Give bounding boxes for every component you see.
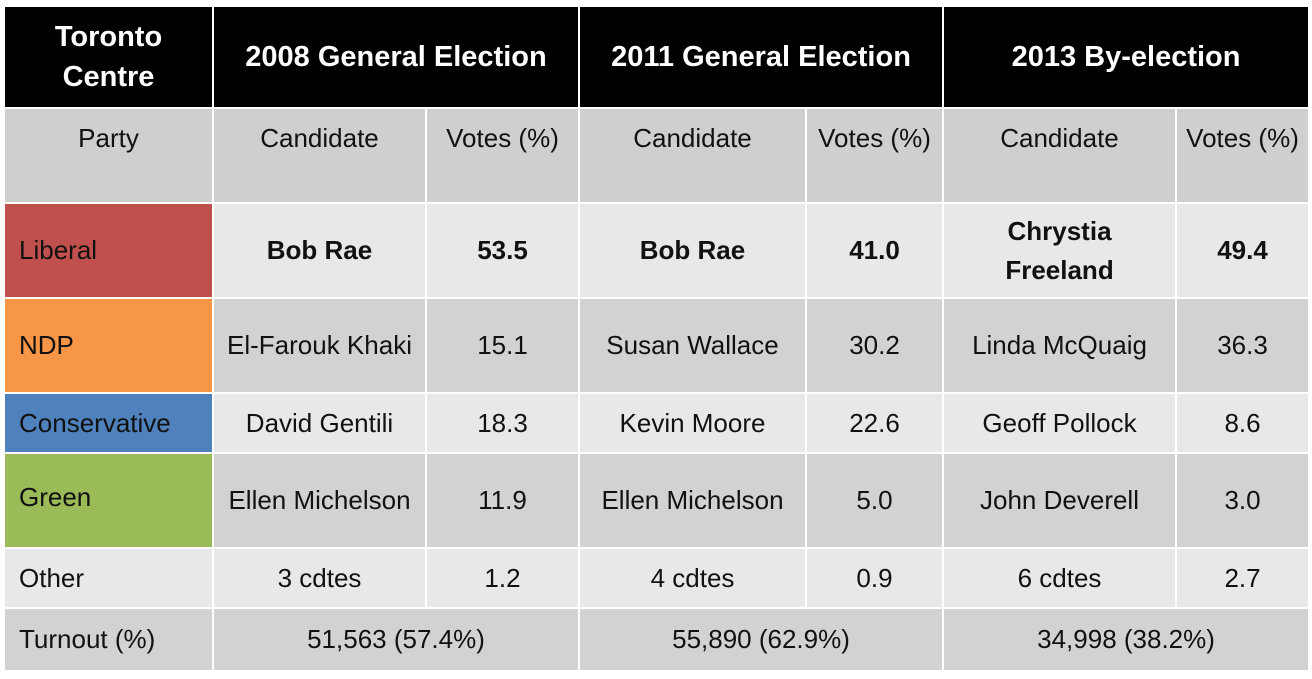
votes-2013-header: Votes (%)	[1175, 107, 1311, 204]
votes-2008-green: 11.9	[425, 452, 580, 549]
candidate-2008-ndp: El-Farouk Khaki	[212, 297, 427, 394]
candidate-2013-header: Candidate	[942, 107, 1178, 204]
party-cell-conservative: Conservative	[3, 392, 214, 454]
votes-2011-conservative: 22.6	[804, 392, 945, 454]
votes-2008-conservative: 18.3	[425, 392, 580, 454]
table-row-green: Green Ellen Michelson 11.9 Ellen Michels…	[3, 452, 1311, 549]
turnout-2008: 51,563 (57.4%)	[212, 607, 580, 672]
table-row-conservative: Conservative David Gentili 18.3 Kevin Mo…	[3, 392, 1311, 454]
table-row-liberal: Liberal Bob Rae 53.5 Bob Rae 41.0 Chryst…	[3, 202, 1311, 299]
riding-header: Toronto Centre	[3, 5, 214, 109]
turnout-2011: 55,890 (62.9%)	[577, 607, 945, 672]
party-cell-ndp: NDP	[3, 297, 214, 394]
party-cell-other: Other	[3, 547, 214, 609]
votes-2008-liberal: 53.5	[425, 202, 580, 299]
votes-2013-other: 2.7	[1175, 547, 1311, 609]
votes-2008-ndp: 15.1	[425, 297, 580, 394]
candidate-2011-header: Candidate	[578, 107, 807, 204]
votes-2008-header: Votes (%)	[425, 107, 580, 204]
votes-2013-green: 3.0	[1175, 452, 1311, 549]
candidate-2013-liberal: Chrystia Freeland	[942, 202, 1178, 299]
candidate-2008-liberal: Bob Rae	[212, 202, 427, 299]
candidate-2008-conservative: David Gentili	[212, 392, 427, 454]
election-2008-header: 2008 General Election	[212, 5, 580, 109]
votes-2011-liberal: 41.0	[804, 202, 945, 299]
votes-2013-ndp: 36.3	[1175, 297, 1311, 394]
votes-2011-green: 5.0	[804, 452, 945, 549]
candidate-2011-liberal: Bob Rae	[578, 202, 807, 299]
votes-2011-other: 0.9	[804, 547, 945, 609]
candidate-2008-header: Candidate	[212, 107, 427, 204]
table-row-other: Other 3 cdtes 1.2 4 cdtes 0.9 6 cdtes 2.…	[3, 547, 1311, 609]
party-column-header: Party	[3, 107, 214, 204]
table-row-turnout: Turnout (%) 51,563 (57.4%) 55,890 (62.9%…	[3, 607, 1311, 672]
candidate-2008-green: Ellen Michelson	[212, 452, 427, 549]
candidate-2013-other: 6 cdtes	[942, 547, 1178, 609]
votes-2013-conservative: 8.6	[1175, 392, 1311, 454]
election-results-table: Toronto Centre 2008 General Election 201…	[3, 5, 1311, 672]
votes-2011-header: Votes (%)	[804, 107, 945, 204]
party-cell-green: Green	[3, 452, 214, 549]
candidate-2013-conservative: Geoff Pollock	[942, 392, 1178, 454]
candidate-2011-ndp: Susan Wallace	[578, 297, 807, 394]
candidate-2011-conservative: Kevin Moore	[578, 392, 807, 454]
election-2011-header: 2011 General Election	[577, 5, 945, 109]
column-header-row: Party Candidate Votes (%) Candidate Vote…	[3, 107, 1311, 204]
party-cell-liberal: Liberal	[3, 202, 214, 299]
candidate-2011-other: 4 cdtes	[578, 547, 807, 609]
candidate-2013-green: John Deverell	[942, 452, 1178, 549]
table-row-ndp: NDP El-Farouk Khaki 15.1 Susan Wallace 3…	[3, 297, 1311, 394]
election-header-row: Toronto Centre 2008 General Election 201…	[3, 5, 1311, 109]
candidate-2013-ndp: Linda McQuaig	[942, 297, 1178, 394]
election-2013-header: 2013 By-election	[942, 5, 1311, 109]
turnout-2013: 34,998 (38.2%)	[942, 607, 1311, 672]
candidate-2011-green: Ellen Michelson	[578, 452, 807, 549]
votes-2013-liberal: 49.4	[1175, 202, 1311, 299]
turnout-label: Turnout (%)	[3, 607, 214, 672]
votes-2008-other: 1.2	[425, 547, 580, 609]
votes-2011-ndp: 30.2	[804, 297, 945, 394]
candidate-2008-other: 3 cdtes	[212, 547, 427, 609]
